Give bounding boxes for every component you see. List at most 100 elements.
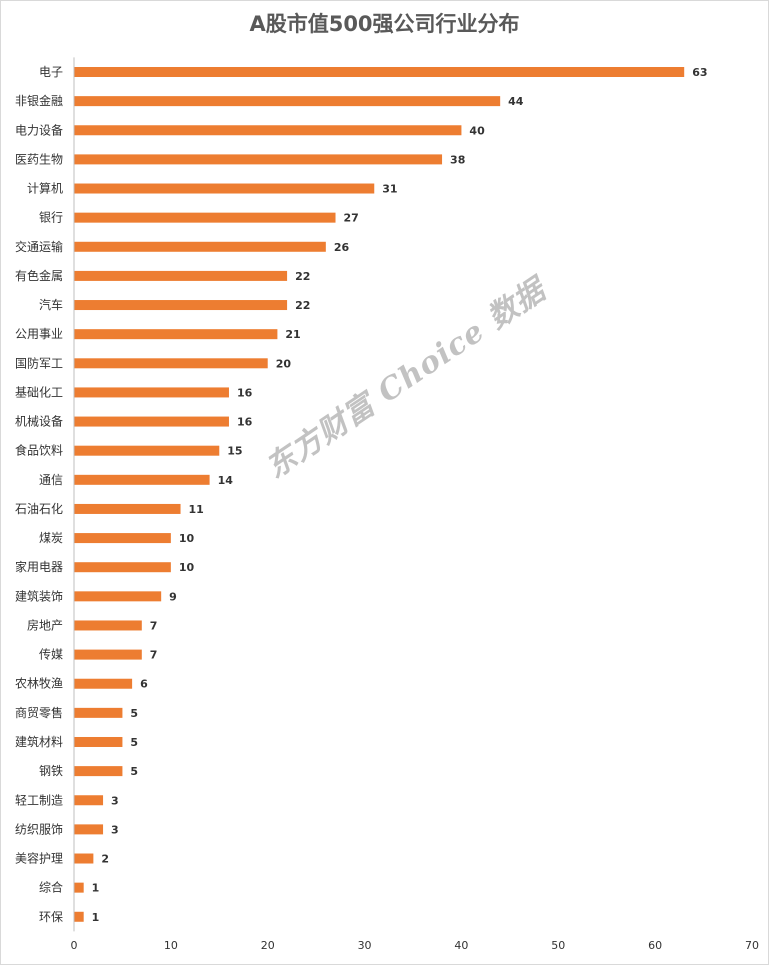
bar <box>74 824 104 835</box>
data-label: 21 <box>285 328 300 341</box>
category-label: 电子 <box>39 65 63 79</box>
x-tick-label: 10 <box>164 939 178 952</box>
category-label: 房地产 <box>27 617 63 632</box>
category-label: 非银金融 <box>15 93 63 108</box>
category-label: 有色金属 <box>15 268 63 283</box>
data-label: 31 <box>382 183 397 196</box>
data-label: 3 <box>111 794 119 807</box>
category-label: 综合 <box>39 880 63 895</box>
data-label: 3 <box>111 823 119 836</box>
bar <box>74 911 84 922</box>
data-label: 26 <box>334 241 350 254</box>
category-label: 基础化工 <box>15 385 63 399</box>
category-label: 建筑材料 <box>15 734 63 749</box>
category-label: 国防军工 <box>15 355 63 370</box>
data-label: 11 <box>189 503 204 516</box>
category-label: 公用事业 <box>15 327 63 341</box>
category-label: 交通运输 <box>15 239 63 254</box>
category-label: 环保 <box>39 910 63 924</box>
category-label: 轻工制造 <box>15 793 63 807</box>
category-label: 纺织服饰 <box>15 822 63 836</box>
data-label: 5 <box>130 765 138 778</box>
category-label: 建筑装饰 <box>15 588 63 603</box>
bar <box>74 416 229 427</box>
data-label: 1 <box>92 911 100 924</box>
bar <box>74 766 123 777</box>
data-label: 38 <box>450 153 465 166</box>
x-tick-label: 20 <box>261 939 275 952</box>
bar <box>74 620 142 631</box>
bar <box>74 329 278 340</box>
x-tick-label: 70 <box>745 939 759 952</box>
bar <box>74 533 171 544</box>
category-label: 机械设备 <box>15 414 63 429</box>
data-label: 15 <box>227 445 242 458</box>
data-label: 5 <box>130 736 138 749</box>
x-tick-label: 60 <box>648 939 662 952</box>
bar <box>74 445 220 456</box>
bar <box>74 300 288 311</box>
category-label: 石油石化 <box>15 502 63 516</box>
category-label: 传媒 <box>39 647 63 662</box>
bar <box>74 882 84 893</box>
data-label: 6 <box>140 678 148 691</box>
bar <box>74 387 229 398</box>
bar <box>74 474 210 485</box>
category-label: 煤炭 <box>39 531 63 545</box>
bar <box>74 853 94 864</box>
data-label: 14 <box>218 474 234 487</box>
data-label: 10 <box>179 561 195 574</box>
category-label: 计算机 <box>27 181 63 196</box>
data-label: 5 <box>130 707 138 720</box>
category-label: 食品饮料 <box>15 443 63 458</box>
bar <box>74 795 104 806</box>
bar <box>74 241 326 252</box>
bar <box>74 154 443 165</box>
bar <box>74 358 268 369</box>
bar <box>74 591 162 602</box>
data-label: 16 <box>237 416 253 429</box>
bar <box>74 270 288 281</box>
data-label: 10 <box>179 532 195 545</box>
category-label: 钢铁 <box>39 764 63 778</box>
bar <box>74 183 375 194</box>
category-label: 通信 <box>39 473 63 487</box>
data-label: 22 <box>295 270 310 283</box>
category-label: 商贸零售 <box>15 705 63 720</box>
category-label: 电力设备 <box>15 123 63 137</box>
x-tick-label: 40 <box>454 939 468 952</box>
category-label: 医药生物 <box>15 152 63 166</box>
x-tick-label: 30 <box>358 939 372 952</box>
bar <box>74 67 685 77</box>
data-label: 20 <box>276 357 292 370</box>
category-label: 家用电器 <box>15 559 63 574</box>
data-label: 9 <box>169 590 177 603</box>
category-label: 农林牧渔 <box>15 677 63 691</box>
bar <box>74 96 501 107</box>
bar <box>74 125 462 136</box>
x-tick-label: 50 <box>551 939 565 952</box>
bar <box>74 678 133 689</box>
data-label: 27 <box>344 212 359 225</box>
data-label: 63 <box>692 66 707 79</box>
bar <box>74 707 123 718</box>
data-label: 7 <box>150 619 158 632</box>
x-tick-label: 0 <box>71 939 78 952</box>
data-label: 40 <box>469 124 485 137</box>
data-label: 22 <box>295 299 310 312</box>
data-label: 1 <box>92 882 100 895</box>
bar <box>74 503 181 514</box>
category-label: 美容护理 <box>15 851 63 866</box>
data-label: 2 <box>101 853 109 866</box>
data-label: 44 <box>508 95 524 108</box>
category-label: 汽车 <box>39 297 63 312</box>
bar <box>74 562 171 573</box>
data-label: 16 <box>237 386 253 399</box>
category-label: 银行 <box>39 211 63 225</box>
bar <box>74 649 142 660</box>
data-label: 7 <box>150 649 158 662</box>
chart-title: A股市值500强公司行业分布 <box>249 12 520 36</box>
bar <box>74 736 123 747</box>
bar <box>74 212 336 223</box>
